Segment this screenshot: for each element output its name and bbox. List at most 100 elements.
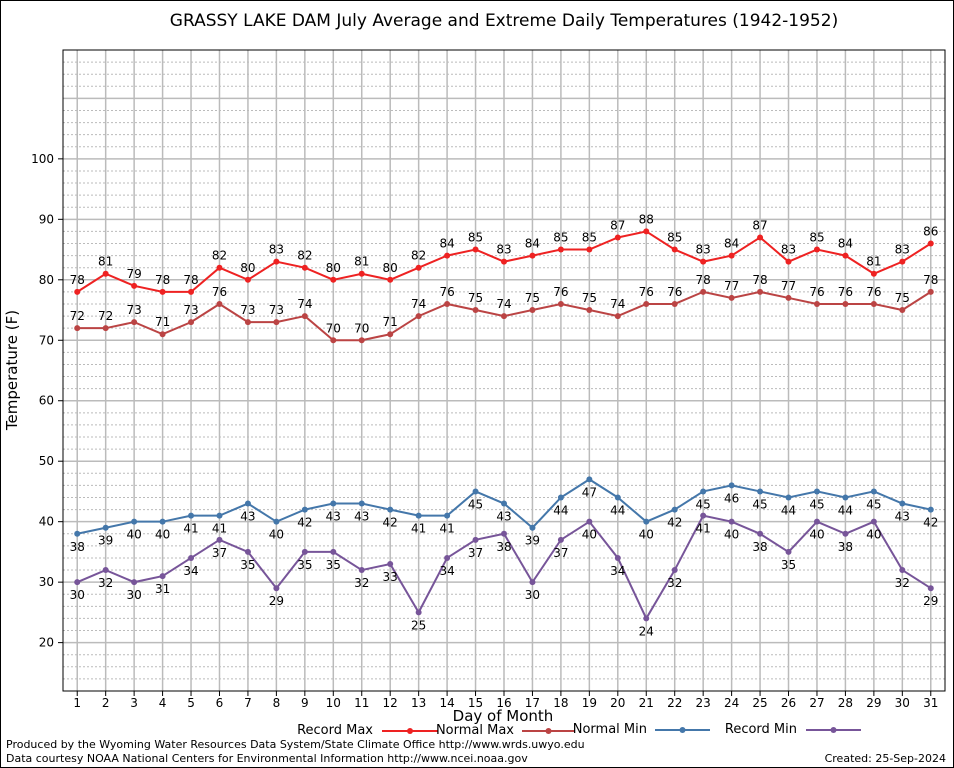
data-label: 83 xyxy=(269,243,284,257)
data-label: 34 xyxy=(183,564,198,578)
x-tick-label: 2 xyxy=(102,696,110,710)
data-point xyxy=(358,500,365,507)
data-point xyxy=(557,536,564,543)
data-label: 45 xyxy=(809,497,824,511)
data-label: 82 xyxy=(297,249,312,263)
data-label: 75 xyxy=(895,291,910,305)
data-point xyxy=(728,294,735,301)
data-point xyxy=(244,548,251,555)
data-point xyxy=(899,258,906,265)
data-point xyxy=(273,518,280,525)
data-label: 34 xyxy=(439,564,454,578)
data-point xyxy=(159,331,166,338)
data-label: 84 xyxy=(724,237,739,251)
data-label: 35 xyxy=(240,558,255,572)
data-point xyxy=(813,488,820,495)
data-label: 78 xyxy=(183,273,198,287)
data-point xyxy=(216,512,223,519)
data-label: 78 xyxy=(155,273,170,287)
data-label: 40 xyxy=(809,528,824,542)
data-label: 38 xyxy=(70,540,85,554)
data-point xyxy=(501,258,507,265)
data-label: 73 xyxy=(183,303,198,317)
x-tick-label: 23 xyxy=(696,696,711,710)
y-tick-label: 40 xyxy=(39,515,54,529)
data-point xyxy=(131,518,138,525)
data-point xyxy=(728,482,735,489)
data-label: 41 xyxy=(183,522,198,536)
data-label: 87 xyxy=(610,218,625,232)
data-label: 84 xyxy=(525,237,540,251)
data-point xyxy=(757,288,764,295)
data-label: 29 xyxy=(269,594,284,608)
data-label: 78 xyxy=(752,273,767,287)
data-point xyxy=(102,524,109,531)
data-point xyxy=(671,567,678,574)
data-label: 83 xyxy=(496,243,511,257)
x-tick-label: 21 xyxy=(639,696,654,710)
data-point xyxy=(415,264,422,271)
data-point xyxy=(74,579,81,586)
y-tick-label: 20 xyxy=(39,636,54,650)
data-label: 71 xyxy=(383,315,398,329)
data-point xyxy=(415,609,422,616)
data-point xyxy=(301,313,308,320)
data-point xyxy=(188,512,195,519)
data-point xyxy=(444,300,451,307)
data-label: 82 xyxy=(411,249,426,263)
data-point xyxy=(870,518,877,525)
data-point xyxy=(330,548,337,555)
data-point xyxy=(501,530,507,537)
data-point xyxy=(131,319,138,326)
x-tick-label: 1 xyxy=(73,696,81,710)
data-point xyxy=(501,313,507,320)
data-label: 76 xyxy=(639,285,654,299)
data-point xyxy=(614,554,621,561)
data-label: 78 xyxy=(923,273,938,287)
legend-label: Record Max xyxy=(297,723,373,738)
series-normal-max: 72 72 73 71 73 76 73 73 74 70 70 71 74 76 75 74 75 76 75 74… xyxy=(70,273,938,344)
data-label: 83 xyxy=(781,243,796,257)
data-point xyxy=(671,246,678,253)
data-label: 77 xyxy=(724,279,739,293)
data-label: 82 xyxy=(212,249,227,263)
data-point xyxy=(74,288,81,295)
data-point xyxy=(643,228,650,235)
data-point xyxy=(813,246,820,253)
data-label: 76 xyxy=(212,285,227,299)
data-label: 85 xyxy=(809,231,824,245)
data-point xyxy=(273,319,280,326)
data-point xyxy=(387,506,394,513)
y-tick-label: 30 xyxy=(39,575,54,589)
data-label: 86 xyxy=(923,225,938,239)
data-point xyxy=(700,488,707,495)
data-point xyxy=(586,476,593,483)
data-label: 43 xyxy=(354,510,369,524)
x-tick-label: 18 xyxy=(553,696,568,710)
data-label: 44 xyxy=(553,503,568,517)
data-label: 83 xyxy=(895,243,910,257)
data-label: 29 xyxy=(923,594,938,608)
data-point xyxy=(273,258,280,265)
legend: Record Max Normal Max Normal Min Record Min xyxy=(297,722,861,738)
data-label: 38 xyxy=(496,540,511,554)
footer-created: Created: 25-Sep-2024 xyxy=(825,752,946,765)
x-tick-label: 8 xyxy=(273,696,281,710)
data-label: 75 xyxy=(468,291,483,305)
data-point xyxy=(244,319,251,326)
data-label: 38 xyxy=(838,540,853,554)
data-label: 30 xyxy=(70,588,85,602)
data-label: 35 xyxy=(326,558,341,572)
y-tick-label: 50 xyxy=(39,454,54,468)
data-point xyxy=(301,264,308,271)
chart-title: GRASSY LAKE DAM July Average and Extreme… xyxy=(170,11,838,31)
data-point xyxy=(614,494,621,501)
data-point xyxy=(472,536,479,543)
data-label: 75 xyxy=(525,291,540,305)
data-point xyxy=(102,325,109,332)
data-point xyxy=(444,252,451,259)
data-label: 43 xyxy=(240,510,255,524)
data-point xyxy=(586,518,593,525)
data-label: 42 xyxy=(667,516,682,530)
data-label: 43 xyxy=(496,510,511,524)
